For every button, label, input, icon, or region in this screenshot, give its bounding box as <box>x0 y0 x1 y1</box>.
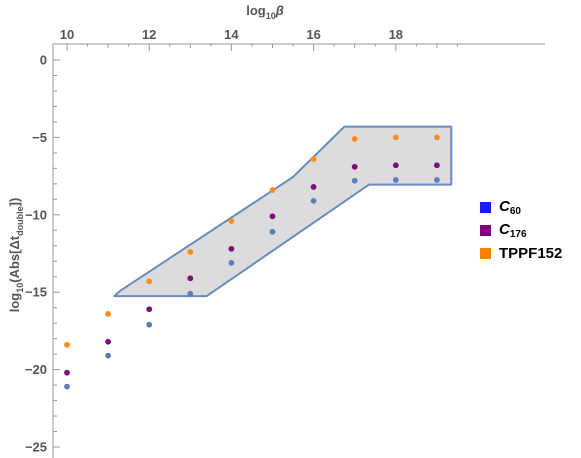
legend-item: C60 <box>480 196 562 219</box>
svg-text:log10β: log10β <box>246 3 284 21</box>
data-point <box>434 177 440 183</box>
legend-label: TPPF152 <box>499 245 563 262</box>
data-point <box>187 275 194 282</box>
data-point <box>146 321 153 328</box>
data-point <box>228 259 235 266</box>
x-axis-title: log10β <box>246 3 284 21</box>
svg-text:log10(Abs[Δtdouble]): log10(Abs[Δtdouble]) <box>7 198 25 313</box>
data-point <box>269 213 276 220</box>
data-point <box>434 134 440 141</box>
data-point <box>228 245 235 252</box>
y-axis-title-sub: 10 <box>15 283 25 293</box>
data-point <box>146 306 153 313</box>
data-point <box>269 187 276 193</box>
legend: C60 C176 TPPF152 <box>480 196 562 265</box>
data-point <box>351 177 358 184</box>
data-point <box>64 369 70 376</box>
data-point <box>105 310 111 317</box>
plot-area: 10 12 14 16 18 0 −5 −10 −15 −20 −25 <box>25 27 545 458</box>
data-point <box>392 162 399 169</box>
data-point <box>434 162 440 169</box>
x-axis-title-var: β <box>275 3 284 18</box>
data-point <box>392 177 399 183</box>
data-point <box>269 228 276 235</box>
y-axis-title: log10(Abs[Δtdouble]) <box>7 198 25 313</box>
data-point <box>392 134 399 141</box>
y-axis-title-close: ]) <box>7 198 22 207</box>
data-point <box>310 184 317 190</box>
x-axis-title-sub: 10 <box>266 11 276 21</box>
data-point <box>351 163 358 170</box>
data-point <box>187 249 194 255</box>
y-tick-label: −5 <box>32 130 47 145</box>
data-point <box>228 218 235 224</box>
data-point <box>64 383 70 390</box>
legend-swatch <box>480 248 491 259</box>
x-tick-label: 12 <box>142 27 156 42</box>
y-tick-label: −15 <box>25 285 47 300</box>
legend-label: C60 <box>499 198 521 217</box>
y-axis-title-main: log <box>7 293 22 313</box>
y-tick-label: −25 <box>25 440 47 455</box>
x-tick-label: 18 <box>389 27 403 42</box>
data-point <box>64 341 70 348</box>
x-tick-label: 14 <box>224 27 239 42</box>
y-tick-label: 0 <box>40 53 47 68</box>
x-axis-title-main: log <box>246 3 266 18</box>
data-point <box>146 278 153 285</box>
legend-item: TPPF152 <box>480 242 562 265</box>
data-point <box>351 136 358 142</box>
y-axis-title-rest-sub: double <box>15 206 25 236</box>
y-tick-label: −10 <box>25 207 47 222</box>
data-point <box>310 156 317 162</box>
shaded-region <box>113 125 453 298</box>
legend-item: C176 <box>480 219 562 242</box>
x-tick-label: 16 <box>306 27 320 42</box>
data-point <box>105 352 111 359</box>
y-axis-title-rest: (Abs[Δt <box>7 235 22 283</box>
legend-swatch <box>480 225 491 236</box>
data-point <box>105 338 111 345</box>
data-point <box>310 197 317 204</box>
data-point <box>187 290 194 297</box>
y-tick-label: −20 <box>25 362 47 377</box>
legend-swatch <box>480 202 491 213</box>
legend-label: C176 <box>499 221 527 240</box>
x-tick-label: 10 <box>60 27 74 42</box>
